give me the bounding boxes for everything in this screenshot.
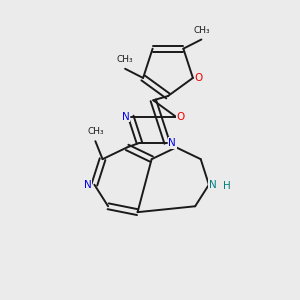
Text: CH₃: CH₃: [87, 127, 104, 136]
Text: CH₃: CH₃: [116, 55, 133, 64]
Text: CH₃: CH₃: [194, 26, 210, 35]
Text: O: O: [176, 112, 185, 122]
Text: N: N: [168, 138, 176, 148]
Text: N: N: [84, 180, 92, 190]
Text: H: H: [223, 181, 231, 191]
Text: O: O: [195, 73, 203, 83]
Text: N: N: [209, 180, 217, 190]
Text: N: N: [122, 112, 130, 122]
